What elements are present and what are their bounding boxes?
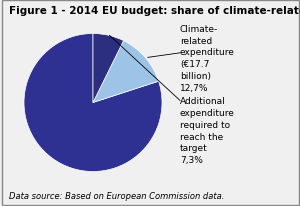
Text: Additional
expenditure
required to
reach the
target
7,3%: Additional expenditure required to reach…	[180, 97, 235, 165]
Wedge shape	[93, 34, 124, 103]
Text: Climate-
related
expenditure
(€17.7
billion)
12,7%: Climate- related expenditure (€17.7 bill…	[180, 25, 235, 92]
Text: Figure 1 - 2014 EU budget: share of climate-related expenditure: Figure 1 - 2014 EU budget: share of clim…	[9, 6, 300, 16]
Wedge shape	[24, 34, 162, 172]
Text: Data source: Based on European Commission data.: Data source: Based on European Commissio…	[9, 191, 224, 200]
Wedge shape	[93, 41, 159, 103]
